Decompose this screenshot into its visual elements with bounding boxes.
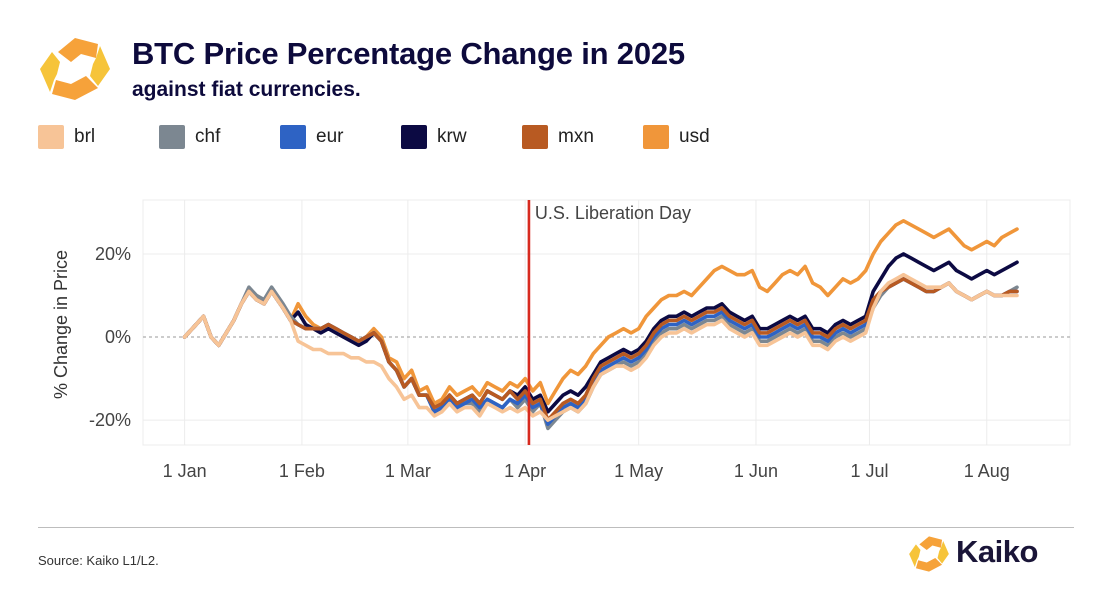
x-tick-label: 1 Jun xyxy=(734,461,778,481)
kaiko-logo-icon xyxy=(909,536,949,572)
x-tick-label: 1 Aug xyxy=(964,461,1010,481)
x-tick-label: 1 Jul xyxy=(850,461,888,481)
brand-mark: Kaiko xyxy=(908,532,1068,576)
series-line-krw xyxy=(182,252,1019,414)
y-tick-label: -20% xyxy=(89,410,131,430)
chart-title: BTC Price Percentage Change in 2025 xyxy=(132,36,685,71)
legend-swatch xyxy=(159,125,185,149)
legend-label: chf xyxy=(195,126,221,147)
x-tick-label: 1 Apr xyxy=(504,461,546,481)
x-tick-label: 1 Feb xyxy=(279,461,325,481)
kaiko-logo-icon xyxy=(40,38,110,100)
liberation-day-label: U.S. Liberation Day xyxy=(535,203,691,223)
legend-swatch xyxy=(643,125,669,149)
legend-swatch xyxy=(522,125,548,149)
brand-name: Kaiko xyxy=(956,534,1038,569)
x-tick-label: 1 May xyxy=(614,461,663,481)
footer-divider xyxy=(38,527,1074,528)
legend-swatch xyxy=(401,125,427,149)
legend-label: mxn xyxy=(558,126,594,147)
legend-label: eur xyxy=(316,126,344,147)
series-line-brl xyxy=(182,272,1019,422)
legend-item-brl: brl xyxy=(38,124,95,150)
legend-label: brl xyxy=(74,126,96,147)
source-note: Source: Kaiko L1/L2. xyxy=(38,553,159,568)
chart-header: BTC Price Percentage Change in 2025 agai… xyxy=(38,28,1058,108)
legend-item-mxn: mxn xyxy=(522,124,594,150)
legend-label: usd xyxy=(679,126,710,147)
legend-swatch xyxy=(280,125,306,149)
legend-item-eur: eur xyxy=(280,124,343,150)
legend-label: krw xyxy=(437,126,467,147)
legend-swatch xyxy=(38,125,64,149)
x-tick-label: 1 Mar xyxy=(385,461,431,481)
x-tick-label: 1 Jan xyxy=(163,461,207,481)
chart-subtitle: against fiat currencies. xyxy=(132,78,361,101)
chart-legend: brl chf eur krw mxn usd xyxy=(38,124,938,150)
legend-item-usd: usd xyxy=(643,124,710,150)
y-tick-label: 0% xyxy=(105,327,131,347)
legend-item-krw: krw xyxy=(401,124,467,150)
legend-item-chf: chf xyxy=(159,124,220,150)
y-axis-label: % Change in Price xyxy=(51,250,71,399)
y-tick-label: 20% xyxy=(95,244,131,264)
